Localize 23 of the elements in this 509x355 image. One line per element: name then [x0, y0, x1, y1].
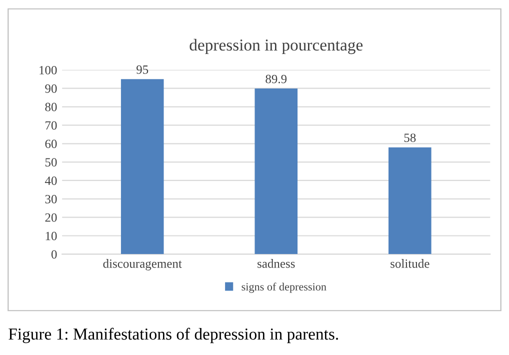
y-tick-label: 30 [45, 194, 57, 204]
y-tick-label: 90 [45, 84, 57, 93]
caption: Figure 1: Manifestations of depression in parents. [8, 328, 338, 344]
x-tick-label: discouragement [103, 259, 182, 270]
chart-title: depression in pourcentage [190, 38, 363, 54]
bar [120, 79, 164, 254]
bar [254, 88, 298, 254]
data-label: 95 [136, 65, 148, 74]
y-tick-label: 20 [45, 213, 57, 222]
x-tick-label: sadness [258, 259, 295, 268]
y-tick-label: 0 [51, 250, 57, 259]
legend-label: signs of depression [242, 282, 326, 293]
data-label: 89.9 [266, 74, 287, 84]
y-tick-label: 100 [40, 66, 57, 74]
y-tick-label: 50 [45, 158, 57, 167]
y-tick-label: 10 [46, 232, 57, 240]
y-tick-label: 40 [44, 176, 57, 185]
x-tick-label: solitude [390, 259, 430, 268]
y-tick-label: 60 [45, 140, 57, 148]
bar [388, 147, 432, 254]
y-tick-label: 80 [45, 102, 57, 112]
y-tick-label: 70 [46, 121, 57, 130]
data-label: 58 [404, 134, 416, 142]
